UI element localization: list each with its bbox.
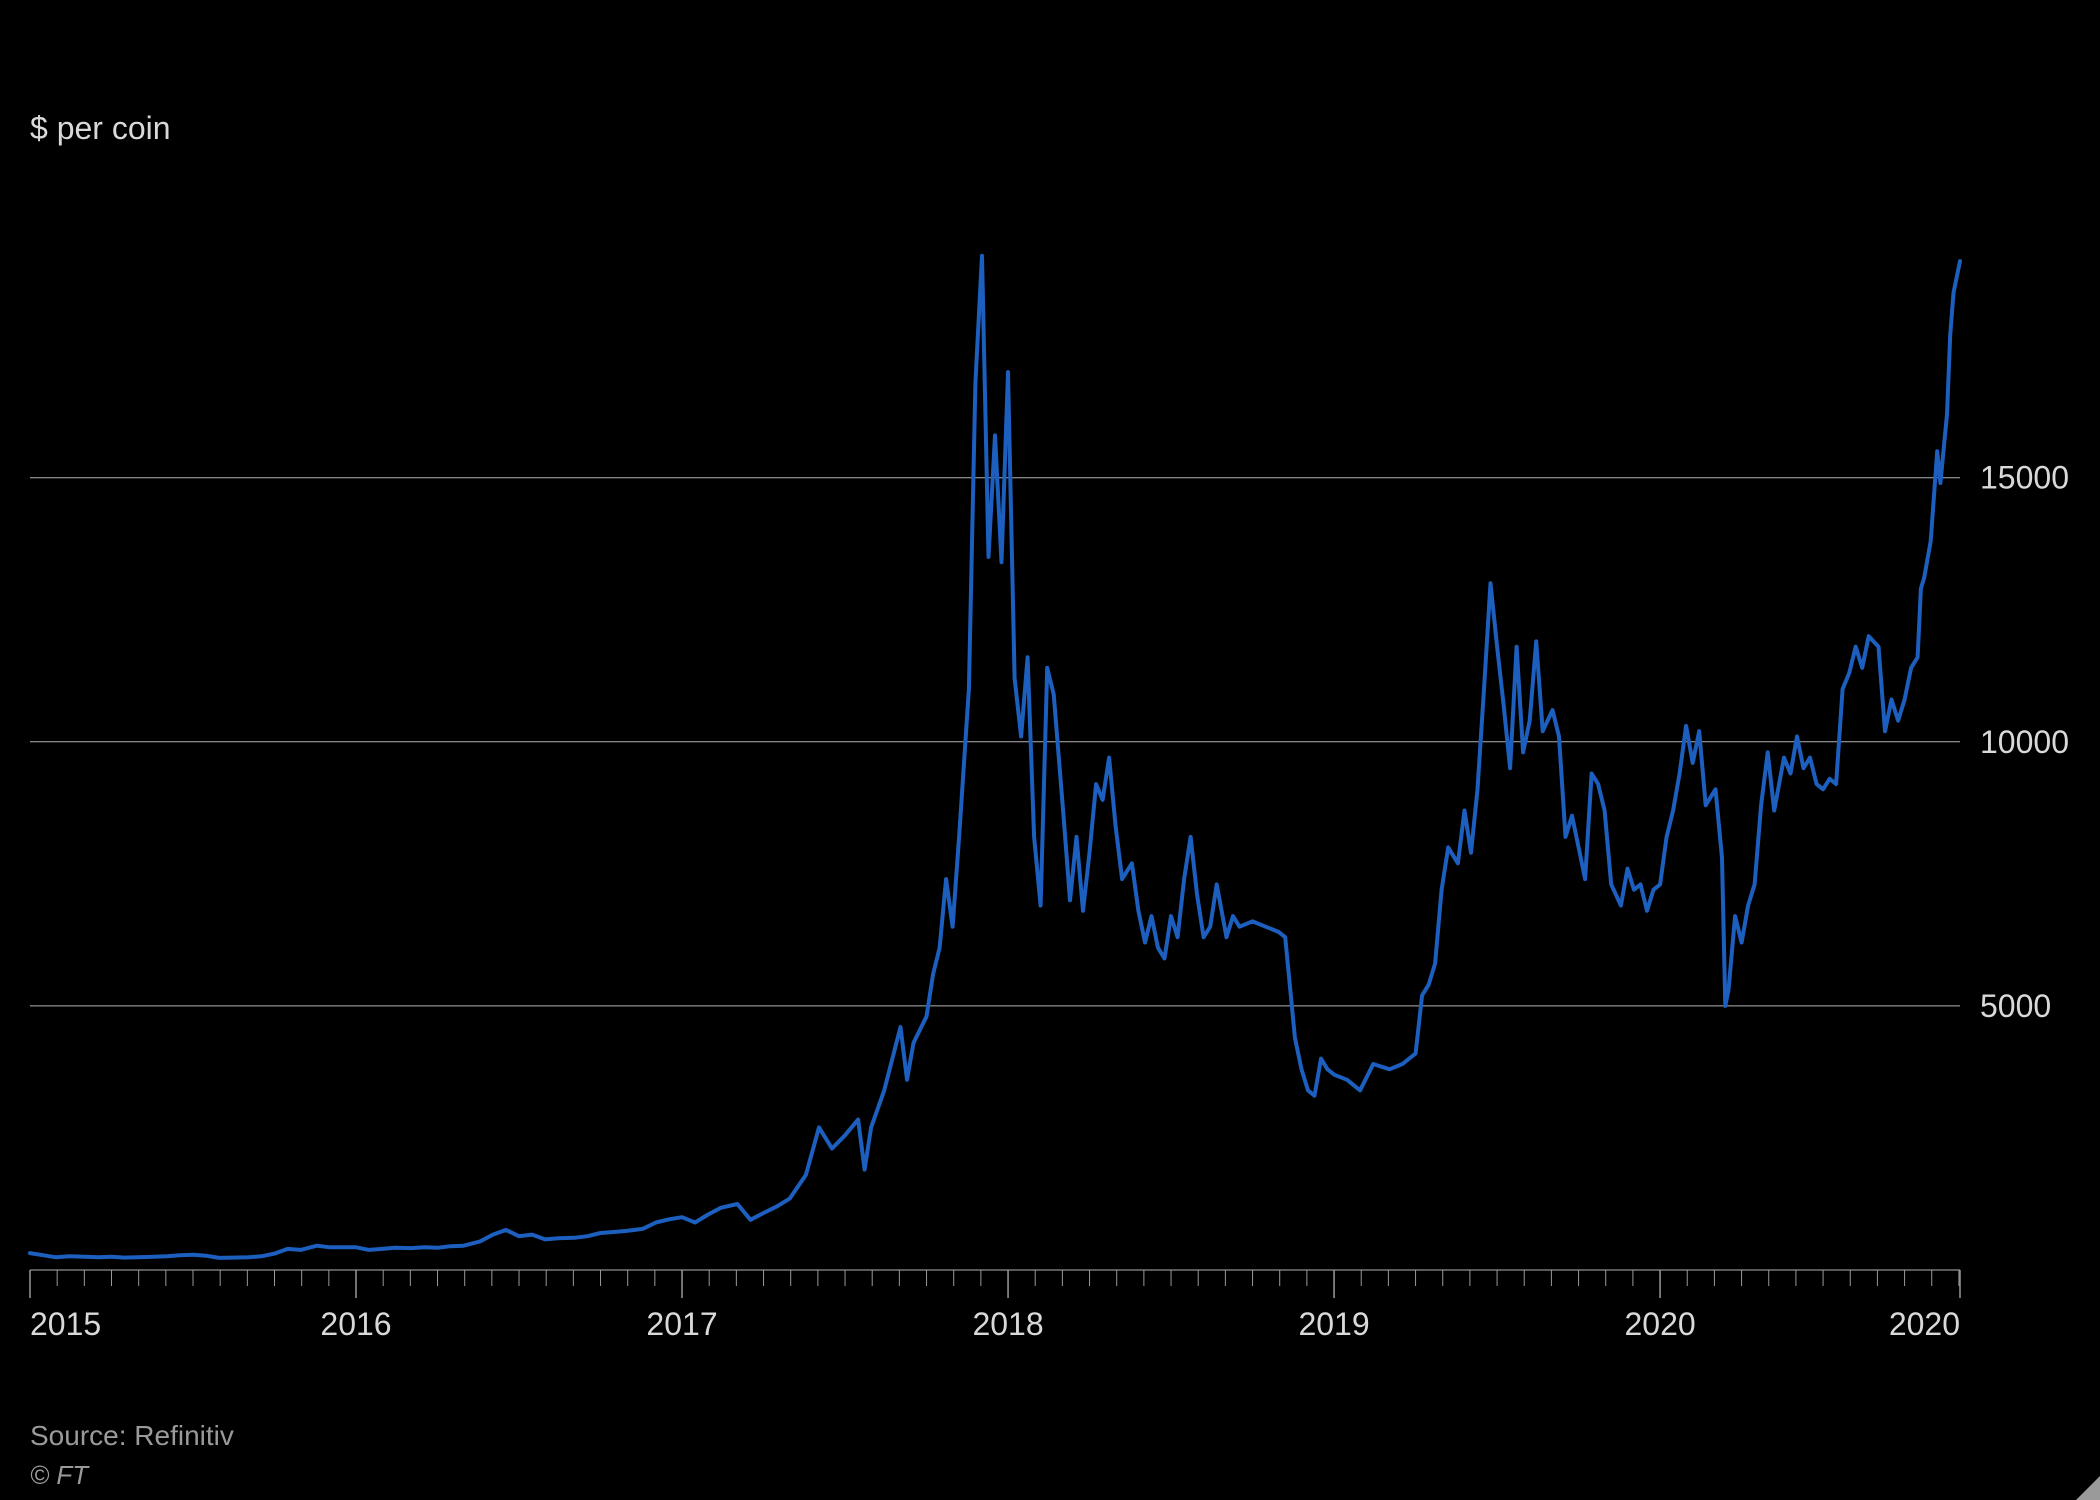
svg-text:10000: 10000 (1980, 724, 2069, 760)
svg-text:2020: 2020 (1889, 1306, 1960, 1342)
svg-text:2016: 2016 (320, 1306, 391, 1342)
svg-text:2018: 2018 (972, 1306, 1043, 1342)
svg-text:15000: 15000 (1980, 460, 2069, 496)
svg-text:5000: 5000 (1980, 988, 2051, 1024)
svg-text:2017: 2017 (646, 1306, 717, 1342)
source-label: Source: Refinitiv (30, 1420, 234, 1452)
chart-subtitle: $ per coin (30, 110, 171, 147)
copyright-label: © FT (30, 1460, 88, 1491)
price-line-chart: 5000 10000 15000 2015 2016 2017 2018 2019 2020 20… (0, 0, 2100, 1500)
svg-text:2015: 2015 (30, 1306, 101, 1342)
svg-text:2019: 2019 (1298, 1306, 1369, 1342)
svg-text:2020: 2020 (1624, 1306, 1695, 1342)
